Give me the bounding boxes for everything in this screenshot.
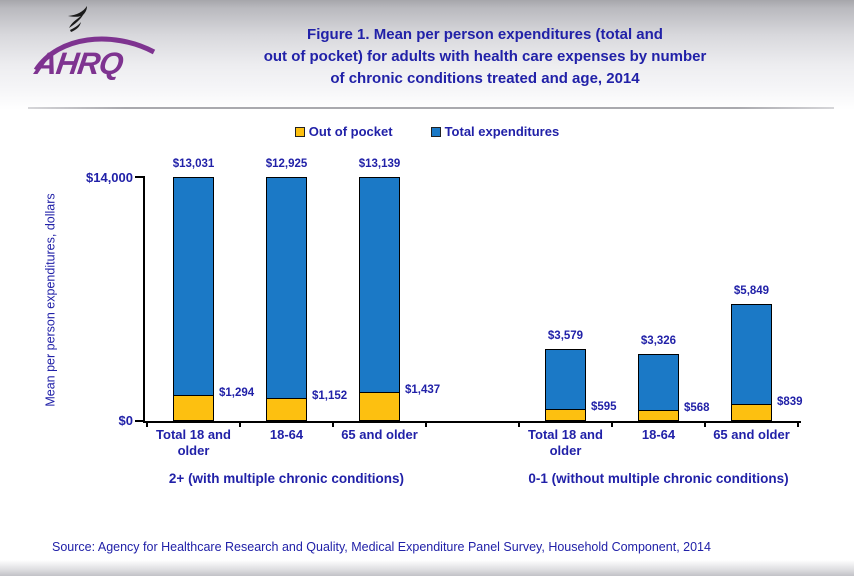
bar-oop-value-label: $568 <box>684 401 710 414</box>
header-divider <box>28 107 834 109</box>
bar-out-of-pocket <box>359 392 400 421</box>
bar-total-expenditures <box>359 177 400 421</box>
bar-total-expenditures <box>731 304 772 421</box>
legend-label-out-of-pocket: Out of pocket <box>308 124 393 139</box>
source-note: Source: Agency for Healthcare Research a… <box>52 540 711 554</box>
figure-title-line-3: of chronic conditions treated and age, 2… <box>330 70 640 87</box>
y-axis-line <box>143 176 145 423</box>
x-axis-tick <box>611 421 613 427</box>
x-axis-line <box>143 421 801 423</box>
figure-title-line-1: Figure 1. Mean per person expenditures (… <box>307 26 663 43</box>
bar-oop-value-label: $595 <box>591 401 617 414</box>
bar-out-of-pocket <box>173 395 214 421</box>
bar-oop-value-label: $1,152 <box>312 389 348 402</box>
x-axis-tick <box>797 421 799 427</box>
figure-title-line-2: out of pocket) for adults with health ca… <box>263 48 707 65</box>
bar-total-value-label: $3,326 <box>640 335 677 348</box>
x-axis-tick <box>146 421 148 427</box>
legend-swatch-total-expenditures <box>430 126 441 137</box>
x-axis-tick <box>239 421 241 427</box>
x-axis-tick <box>425 421 427 427</box>
hhs-eagle-icon <box>68 6 87 32</box>
legend-item-out-of-pocket: Out of pocket <box>294 124 393 139</box>
bar-out-of-pocket <box>731 404 772 421</box>
x-axis-tick <box>704 421 706 427</box>
x-category-label: Total 18 and older <box>528 427 603 458</box>
y-tick-label-zero: $0 <box>118 413 133 428</box>
bar-out-of-pocket <box>266 397 307 421</box>
bar-total-expenditures <box>266 177 307 421</box>
legend-swatch-out-of-pocket <box>294 126 305 137</box>
x-group-label: 0-1 (without multiple chronic conditions… <box>528 471 789 486</box>
figure-title: Figure 1. Mean per person expenditures (… <box>140 24 830 90</box>
y-tick-label-max: $14,000 <box>86 170 133 185</box>
x-category-label: 65 and older <box>713 427 790 442</box>
ahrq-swoosh-icon <box>33 36 156 72</box>
header-gradient <box>0 0 854 110</box>
y-axis-title-text: Mean per person expenditures, dollars <box>44 193 59 407</box>
legend-label-total-expenditures: Total expenditures <box>444 124 560 139</box>
bar-oop-value-label: $1,437 <box>405 384 441 397</box>
bar-total-expenditures <box>545 349 586 421</box>
x-category-label: Total 18 and older <box>156 427 231 458</box>
x-axis-tick <box>332 421 334 427</box>
y-axis-title: Mean per person expenditures, dollars <box>38 177 64 423</box>
bar-total-value-label: $13,031 <box>172 158 215 170</box>
bar-total-value-label: $12,925 <box>265 158 308 170</box>
bar-total-value-label: $13,139 <box>358 158 401 170</box>
ahrq-logo: AHRQ <box>30 2 160 94</box>
chart-legend: Out of pocket Total expenditures <box>0 124 854 139</box>
bar-out-of-pocket <box>545 409 586 421</box>
bar-out-of-pocket <box>638 409 679 421</box>
bar-total-expenditures <box>173 177 214 421</box>
y-tick-mark-zero <box>135 420 143 422</box>
bar-oop-value-label: $839 <box>777 396 803 409</box>
x-group-label: 2+ (with multiple chronic conditions) <box>168 471 405 486</box>
bar-total-value-label: $5,849 <box>733 285 770 298</box>
bar-oop-value-label: $1,294 <box>219 387 255 400</box>
x-category-label: 18-64 <box>641 427 676 442</box>
y-tick-mark-max <box>135 176 143 178</box>
bar-total-value-label: $3,579 <box>547 330 584 343</box>
x-axis-tick <box>518 421 520 427</box>
footer-gradient <box>0 560 854 576</box>
x-category-label: 65 and older <box>341 427 418 442</box>
legend-item-total-expenditures: Total expenditures <box>430 124 560 139</box>
x-category-label: 18-64 <box>269 427 304 442</box>
